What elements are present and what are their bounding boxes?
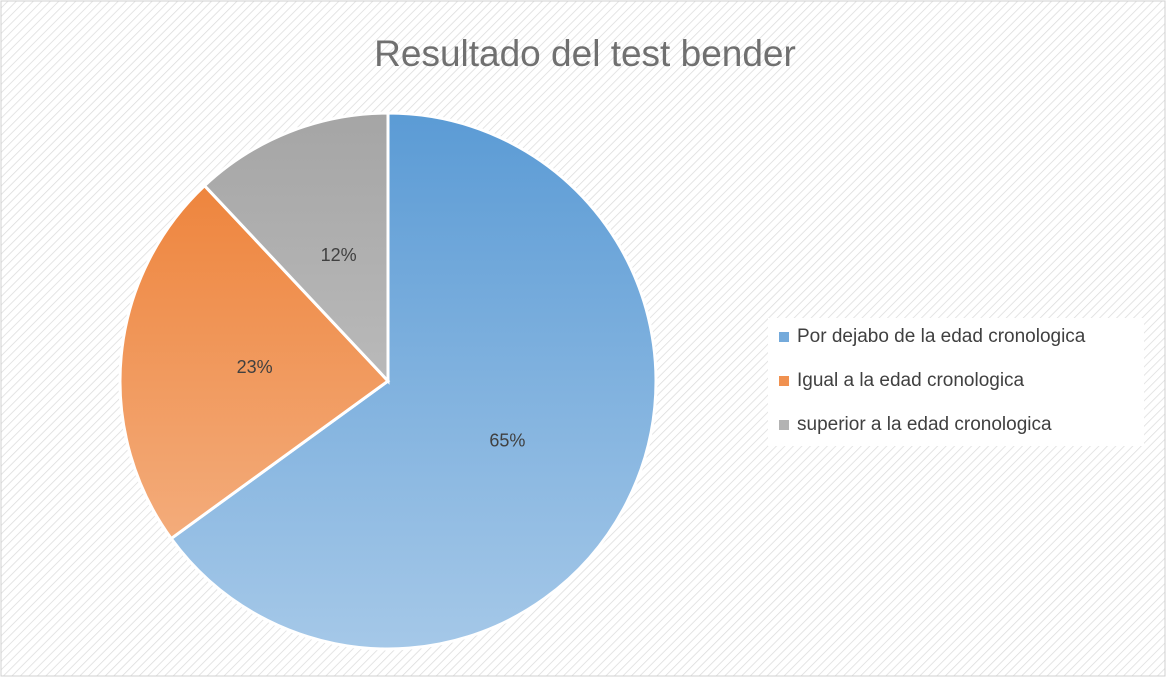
data-label: 12% bbox=[321, 245, 357, 265]
chart-title: Resultado del test bender bbox=[374, 33, 796, 74]
legend-swatch bbox=[779, 376, 789, 386]
pie-slice bbox=[202, 111, 390, 385]
pie-slice bbox=[169, 111, 658, 651]
legend-label: superior a la edad cronologica bbox=[797, 414, 1052, 435]
legend-swatch bbox=[779, 420, 789, 430]
pie-slice bbox=[118, 183, 391, 541]
data-label: 23% bbox=[237, 357, 273, 377]
legend-swatch bbox=[779, 332, 789, 342]
legend-label: Igual a la edad cronologica bbox=[797, 370, 1025, 391]
data-label: 65% bbox=[489, 431, 525, 451]
legend-label: Por dejabo de la edad cronologica bbox=[797, 326, 1086, 347]
legend-background bbox=[768, 318, 1144, 446]
